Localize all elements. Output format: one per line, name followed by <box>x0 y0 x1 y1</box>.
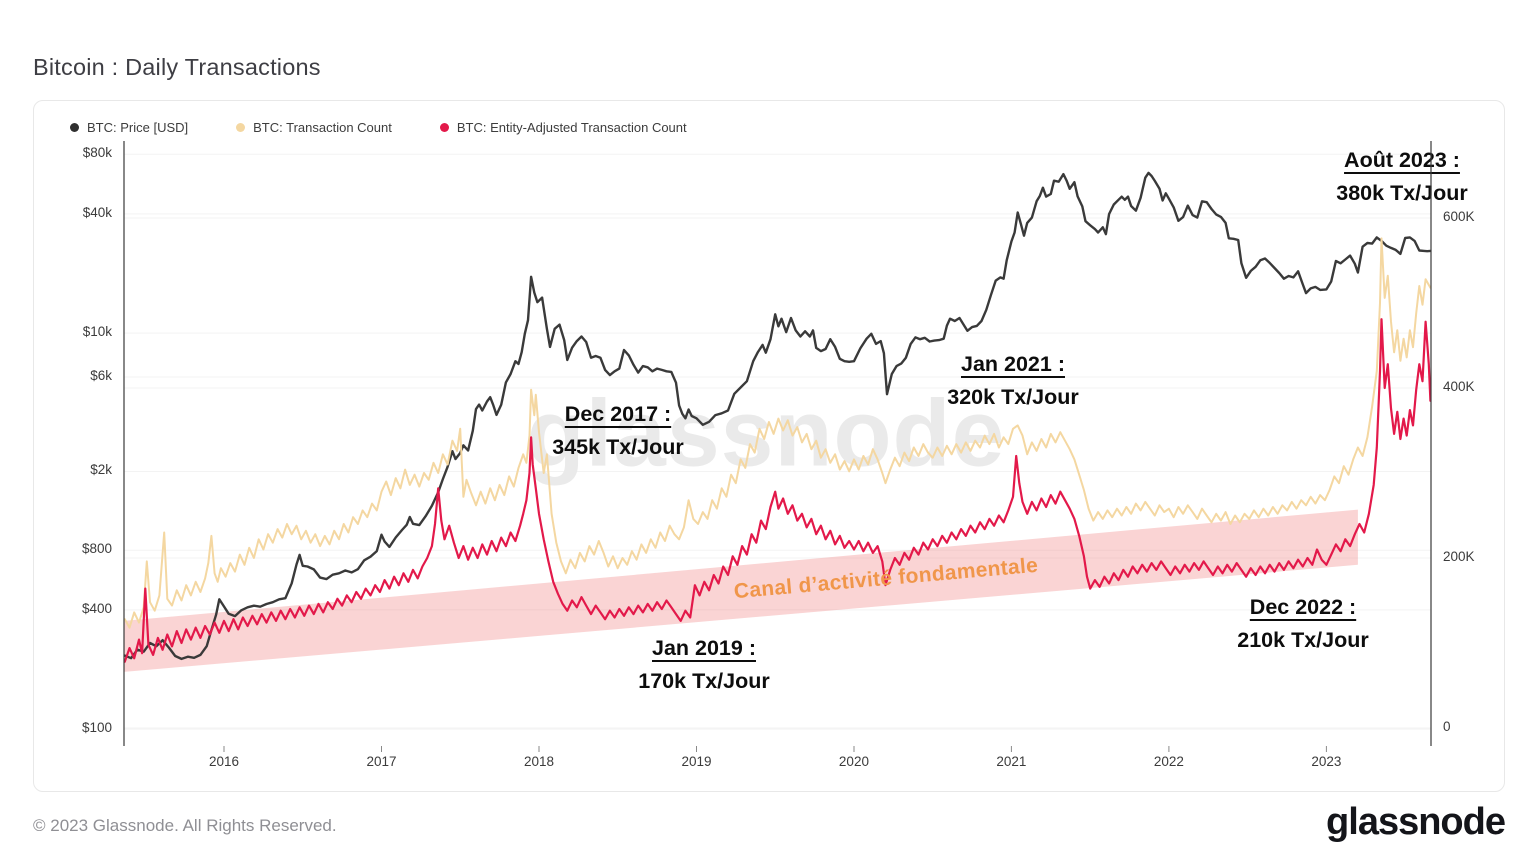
y-left-tick-$100: $100 <box>81 720 112 736</box>
y-left-tick-$10k: $10k <box>82 324 112 340</box>
chart-legend: BTC: Price [USD] BTC: Transaction Count BT… <box>70 120 687 135</box>
gridlines-layer <box>124 153 1431 730</box>
legend-item-label: BTC: Transaction Count <box>253 120 392 135</box>
legend-item-2[interactable]: BTC: Entity-Adjusted Transaction Count <box>439 120 687 135</box>
y-left-tick-$40k: $40k <box>82 204 112 220</box>
x-tick-label-2021: 2021 <box>996 754 1027 769</box>
legend-item-0[interactable]: BTC: Price [USD] <box>70 120 188 135</box>
annotation-jan-2019-value: 170k Tx/Jour <box>638 669 770 693</box>
x-tick-label-2023: 2023 <box>1311 754 1342 769</box>
annotation-dec-2017-date: Dec 2017 : <box>564 402 672 426</box>
legend-dot-icon <box>70 123 79 132</box>
legend-item-label: BTC: Entity-Adjusted Transaction Count <box>456 120 687 135</box>
y-left-tick-$6k: $6k <box>90 367 112 383</box>
annotation-dec-2017: Dec 2017 : 345k Tx/Jour <box>552 398 683 464</box>
y-right-tick-0: 0 <box>1443 719 1451 734</box>
x-tick-label-2017: 2017 <box>366 754 397 769</box>
x-tick-label-2018: 2018 <box>523 754 554 769</box>
annotation-dec-2022-value: 210k Tx/Jour <box>1237 628 1369 652</box>
annotation-dec-2017-value: 345k Tx/Jour <box>552 435 684 459</box>
price-line <box>123 171 1432 661</box>
annotation-aout-2023-value: 380k Tx/Jour <box>1336 181 1468 205</box>
annotation-aout-2023: Août 2023 : 380k Tx/Jour <box>1336 144 1467 210</box>
page-title: Bitcoin : Daily Transactions <box>33 53 321 80</box>
legend-item-label: BTC: Price [USD] <box>87 120 189 135</box>
y-right-tick-200K: 200K <box>1443 549 1475 564</box>
annotation-dec-2022-date: Dec 2022 : <box>1249 595 1357 619</box>
y-right-tick-400K: 400K <box>1443 379 1475 394</box>
annotation-jan-2019: Jan 2019 : 170k Tx/Jour <box>638 632 769 698</box>
plot-layer <box>123 141 1432 752</box>
fundamental-activity-band <box>124 509 1358 672</box>
x-tick-label-2020: 2020 <box>838 754 869 769</box>
entity-adjusted-transaction-count-line <box>123 318 1432 663</box>
transaction-count-line <box>123 237 1432 629</box>
x-tick-label-2016: 2016 <box>208 754 240 769</box>
annotation-jan-2021-value: 320k Tx/Jour <box>947 385 1079 409</box>
glassnode-logo: glassnode <box>1326 801 1506 843</box>
annotation-jan-2021-date: Jan 2021 : <box>961 352 1065 376</box>
legend-dot-icon <box>236 123 246 132</box>
chart-card: glassnode Dec 2017 : 345k Tx/Jour Jan 20… <box>33 100 1505 792</box>
y-left-tick-$2k: $2k <box>90 462 112 478</box>
y-left-tick-$400: $400 <box>81 600 112 616</box>
annotation-jan-2021: Jan 2021 : 320k Tx/Jour <box>947 348 1078 414</box>
x-tick-label-2019: 2019 <box>681 754 712 769</box>
y-left-tick-$800: $800 <box>81 541 112 557</box>
annotation-dec-2022: Dec 2022 : 210k Tx/Jour <box>1237 591 1368 657</box>
annotation-jan-2019-date: Jan 2019 : <box>652 636 756 660</box>
legend-dot-icon <box>439 123 449 132</box>
y-right-tick-600K: 600K <box>1443 209 1475 224</box>
x-tick-label-2022: 2022 <box>1153 754 1184 769</box>
copyright: © 2023 Glassnode. All Rights Reserved. <box>33 816 337 835</box>
annotation-aout-2023-date: Août 2023 : <box>1344 148 1460 172</box>
legend-item-1[interactable]: BTC: Transaction Count <box>236 120 392 135</box>
y-left-tick-$80k: $80k <box>82 145 112 161</box>
